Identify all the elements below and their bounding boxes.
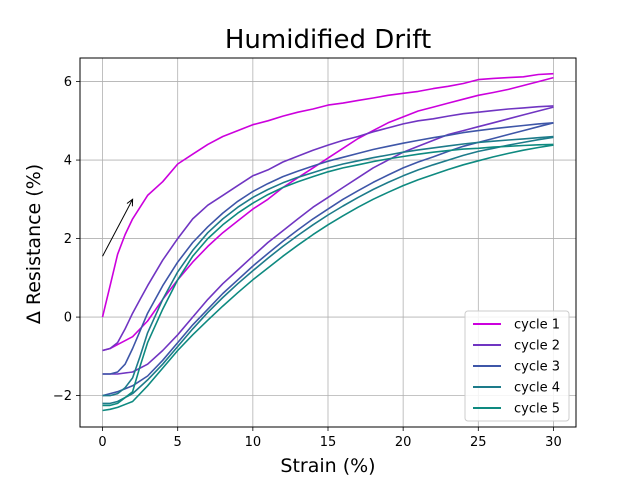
series-line-cycle-2-unloading xyxy=(102,106,554,375)
x-tick-label: 15 xyxy=(320,435,337,450)
x-axis-label: Strain (%) xyxy=(280,455,375,477)
series-layer xyxy=(101,72,554,412)
x-tick-label: 10 xyxy=(245,435,262,450)
x-tick-label: 25 xyxy=(470,435,487,450)
legend-label: cycle 3 xyxy=(514,360,560,375)
legend-box xyxy=(464,310,570,422)
annotation-arrow-head xyxy=(126,198,134,207)
y-tick-label: 4 xyxy=(64,154,72,169)
grid xyxy=(80,58,576,427)
axis-ticks: 0 5 10 15 20 25 30 −2 0 2 4 6 xyxy=(53,75,562,450)
series-line-cycle-5-loading xyxy=(102,143,554,407)
x-tick-label: 5 xyxy=(174,435,182,450)
legend-label: cycle 1 xyxy=(514,318,560,333)
series-line-cycle-4-loading xyxy=(102,135,554,397)
y-tick-label: 2 xyxy=(64,232,72,247)
legend-label: cycle 2 xyxy=(514,339,560,354)
annotation-arrow-shaft xyxy=(102,199,134,257)
chart-title: Humidified Drift xyxy=(225,25,431,55)
series-line-cycle-3-loading xyxy=(102,122,554,375)
x-tick-label: 20 xyxy=(395,435,412,450)
y-tick-label: −2 xyxy=(53,389,72,404)
x-tick-label: 0 xyxy=(98,435,106,450)
y-tick-label: 0 xyxy=(64,311,72,326)
series-line-cycle-1-loading xyxy=(101,72,554,318)
legend-label: cycle 5 xyxy=(514,402,560,417)
series-line-cycle-5-unloading xyxy=(102,144,554,412)
series-line-cycle-2-loading xyxy=(102,105,554,352)
y-tick-label: 6 xyxy=(64,75,72,90)
annotation-layer xyxy=(102,198,134,257)
legend-label: cycle 4 xyxy=(514,381,560,396)
legend: cycle 1 cycle 2 cycle 3 cycle 4 cycle 5 xyxy=(464,310,570,422)
series-line-cycle-4-unloading xyxy=(102,136,554,405)
y-axis-label: Δ Resistance (%) xyxy=(23,164,45,324)
x-tick-label: 30 xyxy=(545,435,562,450)
